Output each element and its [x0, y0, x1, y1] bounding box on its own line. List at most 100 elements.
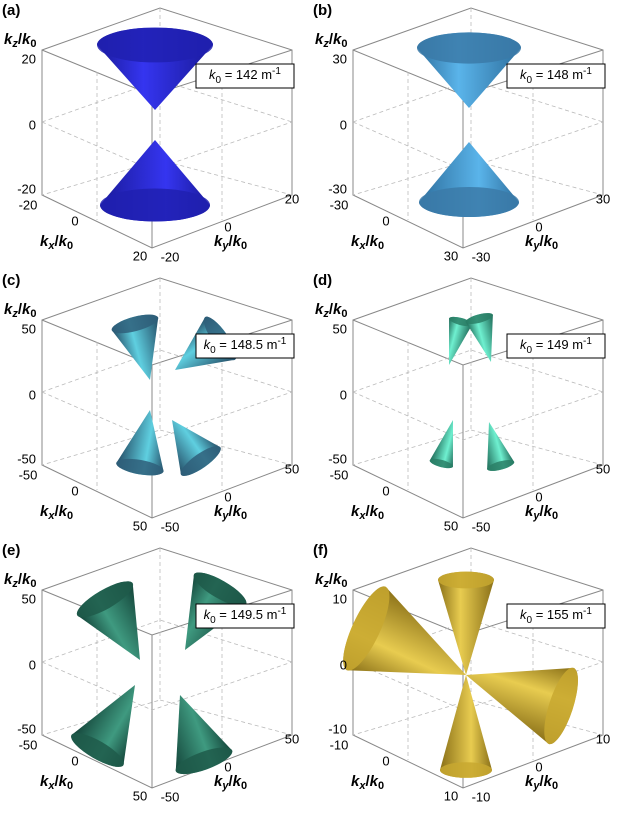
x-tick-label: -50: [330, 467, 349, 482]
y-tick-label: -50: [472, 519, 491, 534]
z-tick-label: 50: [22, 591, 36, 606]
surface: [466, 667, 578, 745]
y-tick-label: 20: [285, 191, 299, 206]
annotation-part: 0: [210, 345, 216, 356]
axis-label-part: 0: [67, 510, 73, 522]
x-tick-label: -10: [330, 737, 349, 752]
x-tick-label: 0: [71, 483, 78, 498]
z-tick-label: 0: [29, 117, 36, 132]
annotation-part: k: [520, 337, 528, 352]
x-tick-label: 50: [444, 518, 458, 533]
annotation-part: 0: [216, 75, 222, 86]
surface: [487, 422, 515, 471]
z-tick-label: 20: [22, 51, 36, 66]
axis-label-part: z: [11, 578, 18, 590]
annotation-part: = 148.5 m: [216, 337, 278, 352]
axis-label-part: 0: [378, 240, 384, 252]
y-tick-label: 0: [224, 489, 231, 504]
y-tick-label: 0: [224, 219, 231, 234]
axis-label-part: k: [370, 773, 379, 790]
annotation-part: = 142 m: [221, 67, 272, 82]
annotation-part: 0: [210, 615, 216, 626]
axis-label-part: 0: [241, 240, 247, 252]
axis-label-part: k: [22, 31, 31, 48]
y-tick-label: 0: [535, 489, 542, 504]
panel-label: (d): [313, 272, 332, 289]
axis-label: ky/k0: [525, 233, 558, 252]
surface: [71, 685, 135, 767]
axis-label: kx/k0: [351, 503, 384, 522]
cone-rim: [71, 733, 124, 767]
annotation: k0 = 155 m-1: [520, 606, 592, 626]
panel-label: (c): [2, 272, 20, 289]
axis-label-part: 0: [67, 780, 73, 792]
cone-rim: [438, 571, 494, 589]
z-tick-label: -30: [328, 181, 347, 196]
cone-rim: [180, 445, 221, 476]
annotation-box: [506, 603, 606, 629]
axis-label-part: k: [40, 233, 49, 250]
axis-label-part: /: [329, 571, 334, 588]
x-tick-label: 30: [444, 248, 458, 263]
annotation: k0 = 142 m-1: [209, 66, 281, 86]
cone-rim: [449, 316, 473, 327]
cone-rim: [343, 586, 390, 671]
axis-label-part: k: [544, 773, 553, 790]
axis-label-part: 0: [341, 578, 347, 590]
annotation-part: k: [520, 67, 528, 82]
axis-label-part: k: [525, 503, 534, 520]
axis-label-part: x: [47, 780, 55, 792]
axis-label-part: k: [233, 773, 242, 790]
axis-label-part: k: [315, 571, 324, 588]
surface: [465, 313, 493, 362]
z-tick-label: 0: [29, 657, 36, 672]
axis-label-part: z: [11, 38, 18, 50]
axis-label-part: /: [228, 233, 233, 250]
axis-label-part: 0: [30, 578, 36, 590]
y-tick-label: -50: [161, 789, 180, 804]
axis-label-part: /: [539, 773, 544, 790]
axis-label-part: z: [322, 578, 329, 590]
axis-label-part: /: [329, 31, 334, 48]
y-tick-label: 10: [596, 731, 610, 746]
surface: [175, 695, 233, 775]
cone: [465, 313, 493, 362]
z-tick-label: 0: [340, 117, 347, 132]
axis-label-part: z: [11, 308, 18, 320]
y-tick-label: 0: [224, 759, 231, 774]
frame: [41, 277, 293, 519]
axis-label-part: k: [351, 233, 360, 250]
axis-label-part: 0: [30, 308, 36, 320]
z-tick-label: -50: [17, 721, 36, 736]
axis-label-part: k: [351, 773, 360, 790]
axis-label-part: 0: [67, 240, 73, 252]
axis-label-part: k: [351, 503, 360, 520]
axis-label-part: /: [539, 503, 544, 520]
axis-label-part: z: [322, 38, 329, 50]
z-tick-label: -20: [17, 181, 36, 196]
axis-label-part: k: [525, 233, 534, 250]
axis-label-part: 0: [378, 780, 384, 792]
cone-rim: [544, 667, 578, 745]
x-tick-label: 0: [382, 483, 389, 498]
axis-label-part: k: [233, 503, 242, 520]
guide-lines: [352, 278, 604, 490]
annotation-part: -1: [277, 336, 286, 347]
cone-rim: [97, 27, 213, 63]
axis-label: ky/k0: [525, 503, 558, 522]
frame: [41, 547, 293, 789]
annotation-part: 0: [527, 345, 533, 356]
axis-label-part: k: [4, 571, 13, 588]
z-tick-label: 0: [340, 387, 347, 402]
guide-lines: [41, 548, 293, 760]
annotation: k0 = 148 m-1: [520, 66, 592, 86]
z-tick-label: -10: [328, 721, 347, 736]
x-tick-label: 0: [382, 753, 389, 768]
z-tick-label: 50: [333, 321, 347, 336]
surface: [97, 27, 213, 110]
annotation-part: = 149.5 m: [216, 607, 278, 622]
axis-label: ky/k0: [214, 233, 247, 252]
axis-label-part: 0: [552, 780, 558, 792]
